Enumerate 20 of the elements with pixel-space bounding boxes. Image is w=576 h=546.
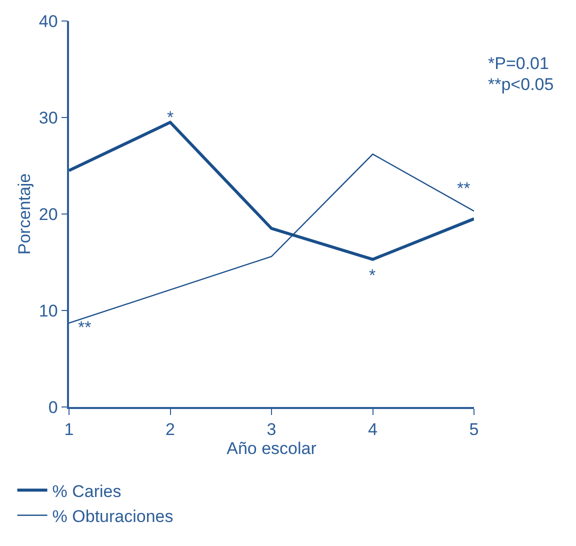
legend-label: % Caries (52, 482, 122, 501)
text: **p<0.05 (488, 75, 554, 94)
y-tick-label: 40 (38, 12, 58, 31)
x-tick-label: 2 (166, 420, 175, 440)
y-axis-title: Porcentaje (14, 173, 34, 255)
annotation: ** (457, 179, 471, 198)
annotation: * (167, 108, 174, 127)
legend-label: % Obturaciones (52, 506, 174, 526)
text: *P=0.01 (488, 54, 549, 73)
y-tick-label: 0 (48, 398, 58, 417)
x-tick-label: 5 (469, 420, 479, 440)
x-tick-label: 1 (64, 420, 74, 440)
y-tick-label: 10 (38, 301, 58, 320)
x-tick-label: 4 (368, 420, 378, 440)
x-axis-title: Año escolar (226, 439, 317, 458)
y-tick-label: 20 (38, 204, 58, 224)
y-tick-label: 30 (38, 108, 58, 128)
x-tick-label: 3 (266, 420, 276, 440)
annotation: * (369, 266, 376, 285)
annotation: ** (78, 318, 92, 337)
